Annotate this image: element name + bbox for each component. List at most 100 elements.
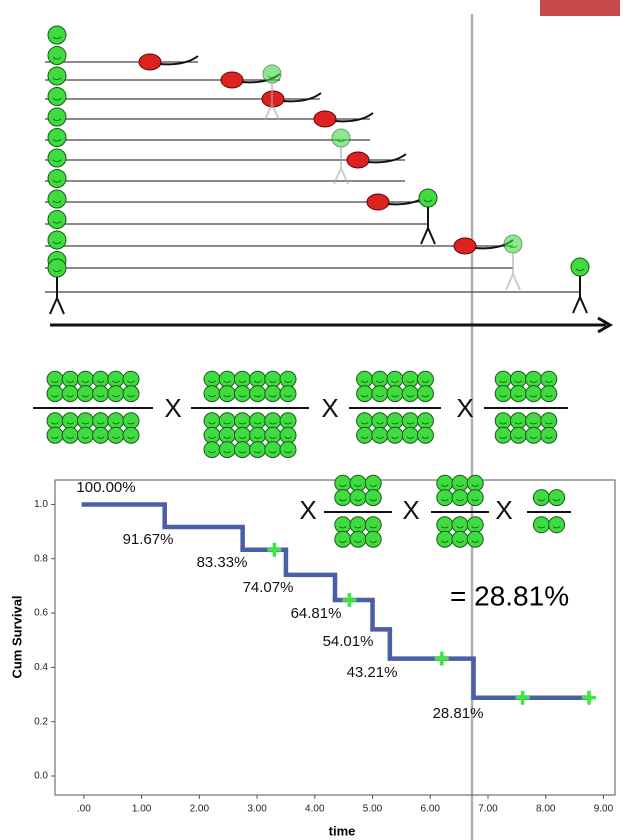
face	[107, 426, 125, 444]
face	[494, 412, 512, 430]
face	[540, 426, 558, 444]
face	[364, 530, 382, 548]
face-smile	[471, 526, 480, 529]
face	[532, 489, 550, 507]
face	[218, 441, 236, 459]
face-smile	[499, 380, 508, 383]
face	[218, 412, 236, 430]
stick-body	[264, 83, 280, 121]
bug-tail	[367, 153, 407, 164]
face	[436, 474, 454, 492]
value-label: 74.07%	[243, 579, 294, 596]
face-smile	[544, 436, 553, 439]
face-smile	[514, 394, 523, 398]
face	[264, 441, 282, 459]
face	[61, 370, 79, 388]
face	[349, 516, 367, 534]
face	[203, 385, 221, 403]
face-smile	[375, 436, 384, 439]
value-label: 91.67%	[123, 531, 174, 548]
face	[218, 426, 236, 444]
value-label: 100.00%	[76, 479, 135, 496]
face	[436, 489, 454, 507]
face-smile	[440, 498, 449, 502]
face-smile	[268, 422, 277, 425]
face	[494, 385, 512, 403]
face-smile	[406, 380, 415, 383]
face-smile	[238, 380, 247, 383]
face	[249, 370, 267, 388]
face	[371, 412, 389, 430]
face	[47, 210, 67, 229]
face	[122, 426, 140, 444]
y-tick-label: 0.6	[34, 608, 48, 619]
face	[364, 516, 382, 534]
face-smile	[406, 422, 415, 425]
face	[46, 412, 64, 430]
face-smile	[514, 436, 523, 439]
face-smile	[66, 436, 75, 439]
y-tick-label: 0.4	[34, 662, 48, 673]
face	[364, 489, 382, 507]
face	[503, 234, 523, 254]
x-tick-label: 8.00	[536, 804, 556, 815]
face-smile	[253, 380, 262, 383]
face-smile	[52, 118, 62, 121]
operator: X	[456, 393, 473, 423]
face	[76, 412, 94, 430]
face	[122, 370, 140, 388]
face-smile	[127, 422, 135, 425]
face	[279, 385, 297, 403]
stick-body	[505, 253, 521, 291]
face-smile	[421, 394, 430, 398]
face-smile	[253, 450, 262, 454]
face-smile	[253, 394, 262, 398]
face-smile	[52, 97, 62, 101]
face-smile	[66, 380, 75, 383]
face-smile	[284, 450, 292, 454]
face	[47, 25, 67, 45]
face	[356, 412, 374, 430]
face-smile	[360, 422, 369, 425]
face	[203, 370, 221, 388]
face	[47, 46, 67, 65]
censor-mark	[515, 690, 530, 705]
face-smile	[51, 394, 59, 398]
face	[249, 441, 267, 459]
face-smile	[66, 394, 75, 398]
face-smile	[127, 394, 135, 398]
face-smile	[223, 436, 232, 439]
face-smile	[552, 526, 561, 529]
face	[334, 530, 352, 548]
face-smile	[81, 380, 90, 383]
face	[61, 426, 79, 444]
face	[466, 516, 484, 534]
face-smile	[508, 245, 518, 248]
face	[249, 385, 267, 403]
face	[371, 426, 389, 444]
face	[233, 385, 251, 403]
face-smile	[81, 422, 90, 425]
bug-tail	[159, 55, 199, 66]
face-smile	[499, 436, 508, 439]
face	[264, 426, 282, 444]
face-smile	[51, 380, 59, 383]
result: = 28.81%	[450, 580, 569, 611]
face	[386, 385, 404, 403]
face	[356, 370, 374, 388]
face	[47, 128, 67, 147]
censor-mark	[342, 592, 357, 607]
face-smile	[223, 422, 232, 425]
operator: X	[495, 495, 512, 525]
x-tick-label: 7.00	[478, 804, 498, 815]
face	[349, 474, 367, 492]
face	[401, 426, 419, 444]
bug	[366, 193, 390, 211]
face	[334, 489, 352, 507]
face	[525, 370, 543, 388]
face	[92, 426, 110, 444]
arrow-head	[597, 316, 613, 334]
face-smile	[456, 484, 464, 487]
face-smile	[253, 436, 262, 439]
face	[249, 426, 267, 444]
